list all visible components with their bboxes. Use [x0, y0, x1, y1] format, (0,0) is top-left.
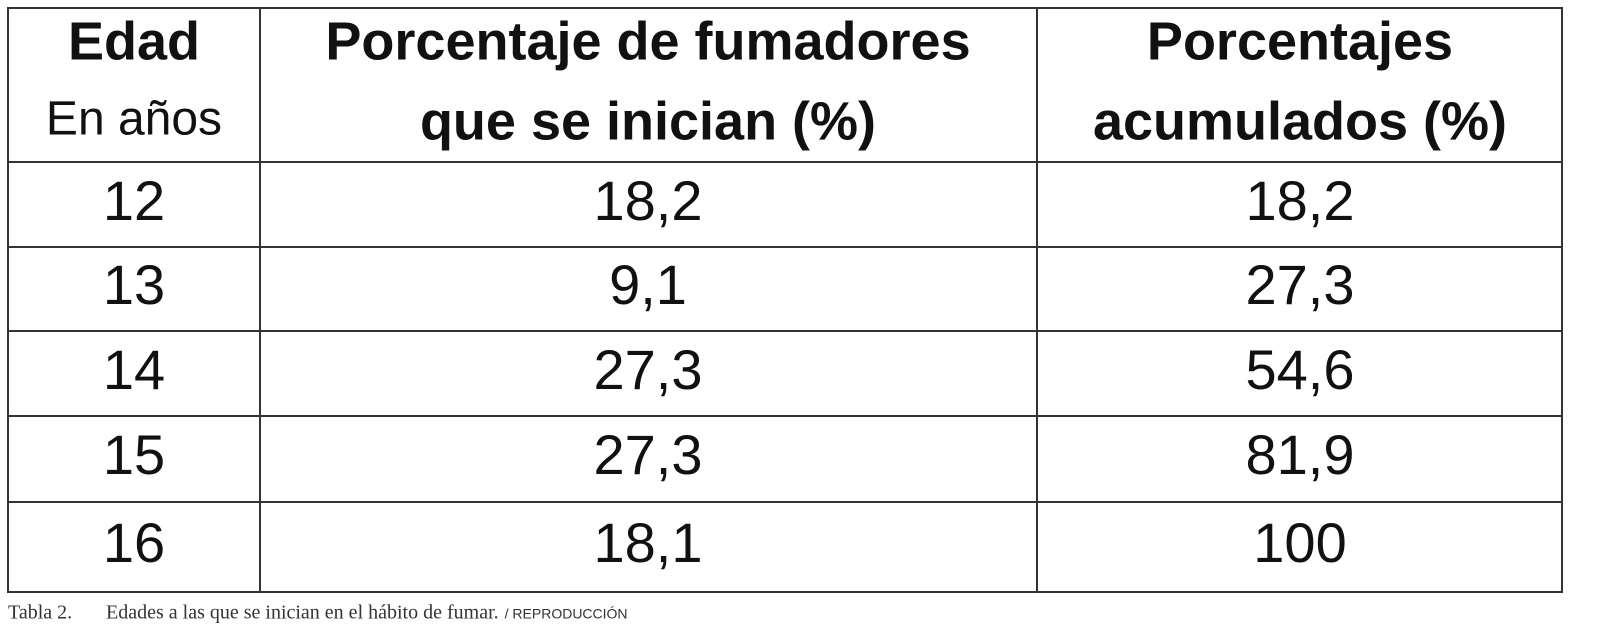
table-cell: 16	[103, 511, 165, 574]
header-line: Porcentaje de fumadores	[325, 11, 970, 71]
table-cell: 9,1	[609, 253, 687, 316]
table-cell: 18,2	[1246, 169, 1355, 232]
table-cell: 13	[103, 253, 165, 316]
header-subtitle: En años	[46, 93, 222, 146]
header-line: que se inician (%)	[420, 91, 876, 151]
table-cell: 27,3	[594, 423, 703, 486]
caption-label: Tabla 2.	[8, 602, 72, 624]
table-cell: 12	[103, 169, 165, 232]
table-cell: 18,2	[594, 169, 703, 232]
table-cell: 100	[1253, 511, 1346, 574]
table-cell: 27,3	[594, 338, 703, 401]
caption-credit: / REPRODUCCIÓN	[505, 606, 628, 622]
table-cell: 14	[103, 338, 165, 401]
table-cell: 81,9	[1246, 423, 1355, 486]
table-cell: 54,6	[1246, 338, 1355, 401]
table-cell: 15	[103, 423, 165, 486]
table-cell: 18,1	[594, 511, 703, 574]
table-body: 12 18,2 18,2 13 9,1 27,3 14 27,3 54,6 15 27,3 81,9 1…	[103, 169, 1355, 574]
table-cell: 27,3	[1246, 253, 1355, 316]
header-title: Edad	[68, 11, 200, 71]
header-line: Porcentajes	[1147, 11, 1453, 71]
header-line: acumulados (%)	[1093, 91, 1507, 151]
table-border	[7, 7, 1563, 593]
caption-text: Edades a las que se inician en el hábito…	[106, 602, 499, 624]
